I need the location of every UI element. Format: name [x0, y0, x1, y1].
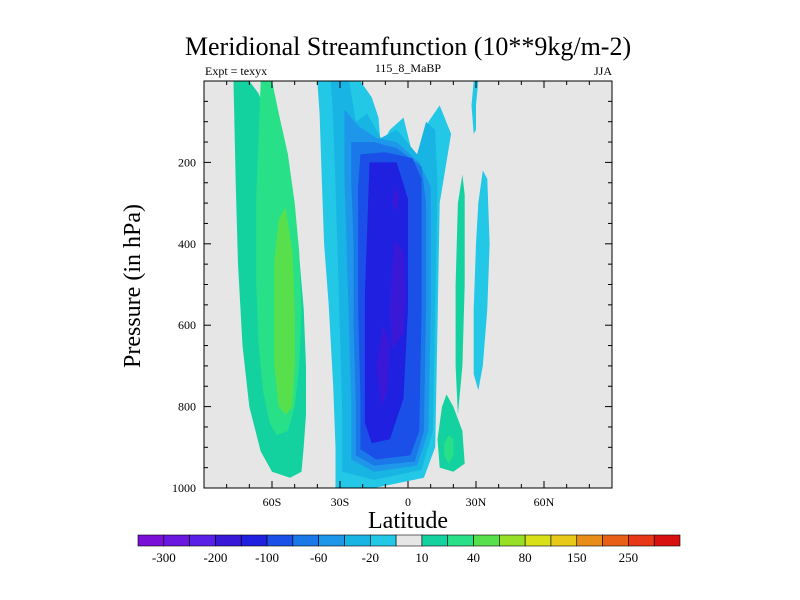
colorbar-label: -60: [310, 550, 327, 565]
colorbar-swatch: [240, 534, 268, 547]
colorbar-swatch: [215, 534, 242, 547]
colorbar-label: -200: [204, 550, 228, 565]
colorbar-label: -20: [362, 550, 379, 565]
colorbar: -300 -200 -100 -60 -20 10 40 80 150 250: [137, 534, 681, 565]
contour-region-11: [392, 186, 399, 212]
y-tick-label: 200: [178, 155, 196, 169]
colorbar-swatch: [318, 534, 345, 547]
y-axis-label: Pressure (in hPa): [120, 204, 146, 368]
colorbar-swatch: [421, 534, 449, 547]
contour-region-17: [444, 435, 454, 464]
colorbar-swatch: [550, 534, 578, 547]
colorbar-swatch: [137, 534, 165, 547]
colorbar-swatch: [163, 534, 190, 547]
colorbar-swatch: [628, 534, 655, 547]
colorbar-swatch: [266, 534, 294, 547]
y-tick-label: 400: [178, 237, 196, 251]
x-axis-label: Latitude: [368, 508, 448, 534]
colorbar-label: 150: [567, 550, 587, 565]
contour-region-9: [364, 162, 408, 444]
y-tick-label: 800: [178, 400, 196, 414]
y-tick-label: 600: [178, 318, 196, 332]
season-label: JJA: [594, 64, 612, 78]
colorbar-swatch: [189, 534, 216, 547]
colorbar-swatch: [576, 534, 603, 547]
colorbar-swatch: [653, 534, 681, 547]
contour-region-15: [455, 174, 465, 415]
colorbar-label: -100: [255, 550, 279, 565]
colorbar-swatch: [344, 534, 371, 547]
colorbar-swatch: [499, 534, 526, 547]
x-tick-label: 0: [405, 495, 411, 509]
colorbar-swatch: [292, 534, 319, 547]
plot-area: 60S 30S 0 30N 60N 200 400 600 800 1000: [172, 80, 613, 509]
colorbar-swatch: [473, 534, 500, 547]
experiment-label: Expt = texyx: [205, 64, 267, 78]
x-tick-label: 60S: [263, 495, 282, 509]
x-tick-label: 30S: [331, 495, 350, 509]
run-label: 115_8_MaBP: [375, 61, 442, 75]
colorbar-label: 80: [519, 550, 532, 565]
contour-region-14: [473, 170, 490, 391]
contour-region-13: [471, 81, 479, 134]
colorbar-label: 40: [467, 550, 480, 565]
chart-title: Meridional Streamfunction (10**9kg/m-2): [185, 32, 631, 61]
contour-region-10: [389, 239, 406, 350]
colorbar-swatch: [602, 534, 629, 547]
x-tick-label: 60N: [534, 495, 555, 509]
colorbar-swatch: [447, 534, 474, 547]
colorbar-swatch: [369, 534, 397, 547]
y-tick-label: 1000: [172, 481, 196, 495]
colorbar-label: 10: [415, 550, 428, 565]
colorbar-label: 250: [619, 550, 639, 565]
x-tick-label: 30N: [466, 495, 487, 509]
contour-region-3: [274, 207, 295, 415]
colorbar-swatch: [395, 534, 423, 547]
colorbar-label: -300: [152, 550, 176, 565]
colorbar-swatch: [524, 534, 552, 547]
contour-region-12: [376, 325, 390, 407]
